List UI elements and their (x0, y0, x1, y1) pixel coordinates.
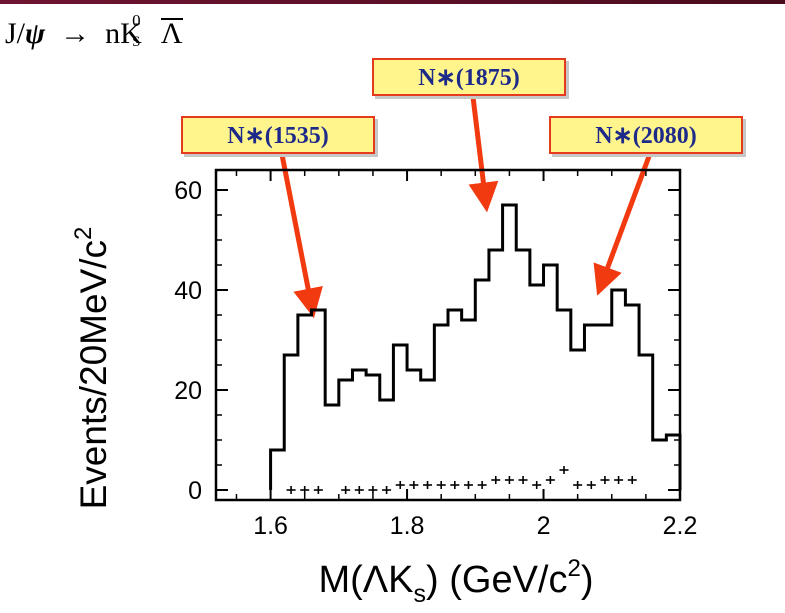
background-point (286, 486, 296, 494)
background-point (450, 481, 460, 489)
background-point (300, 486, 310, 494)
reaction-lambda-bar: Λ (160, 17, 183, 50)
x-tick-label: 1.8 (390, 512, 425, 540)
background-point (354, 486, 364, 494)
x-tick-label: 1.6 (253, 512, 288, 540)
y-tick-label: 0 (188, 477, 202, 505)
resonance-arrow (279, 153, 323, 319)
background-point (559, 466, 569, 474)
histogram-series (269, 203, 682, 490)
reaction-nks: nK 0 S (105, 11, 142, 53)
background-point (395, 481, 405, 489)
y-tick-label: 20 (174, 377, 202, 405)
reaction-jpsi-prefix: J/ (5, 17, 26, 50)
resonance-arrow (593, 153, 653, 296)
x-axis-label: M(ΛKs) (GeV/c2) (318, 555, 593, 608)
plot-frame (214, 168, 682, 502)
background-point (600, 476, 610, 484)
background-point (382, 486, 392, 494)
background-point (491, 476, 501, 484)
x-tick-label: 2.2 (663, 512, 698, 540)
y-tick-label: 60 (174, 177, 202, 205)
reaction-arrow: → (60, 17, 91, 50)
resonance-label: N∗(2080) (549, 116, 743, 154)
background-point (518, 476, 528, 484)
background-point (368, 486, 378, 494)
reaction-psi: ψ (25, 17, 46, 50)
background-point (423, 481, 433, 489)
resonance-arrow (468, 95, 499, 213)
figure-panel (0, 4, 785, 613)
background-point (586, 481, 596, 489)
reaction-ks-sup: 0 (132, 11, 141, 30)
reaction-n: nK (105, 17, 142, 50)
background-point (627, 476, 637, 484)
y-axis-label: Events/20MeV/c2 (70, 227, 114, 510)
background-point (614, 476, 624, 484)
background-point (436, 481, 446, 489)
background-point (313, 486, 323, 494)
background-point (545, 476, 555, 484)
background-point (409, 481, 419, 489)
background-point (504, 476, 514, 484)
background-point (463, 481, 473, 489)
resonance-label: N∗(1535) (181, 116, 375, 154)
reaction-ks-sub: S (132, 34, 141, 50)
reaction-title: J/ψ → nK 0 S Λ (5, 11, 183, 53)
background-point (477, 481, 487, 489)
resonance-label: N∗(1875) (372, 58, 566, 96)
x-tick-label: 2 (537, 512, 551, 540)
background-point (573, 481, 583, 489)
background-point (341, 486, 351, 494)
background-point (532, 481, 542, 489)
y-tick-label: 40 (174, 277, 202, 305)
